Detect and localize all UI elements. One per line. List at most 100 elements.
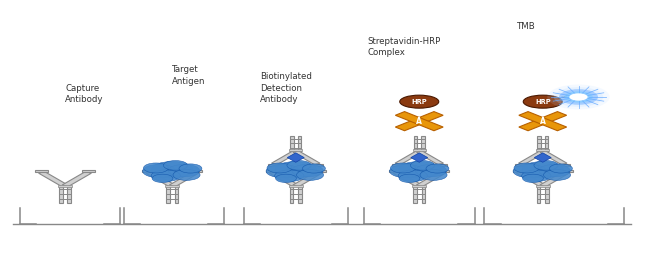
Polygon shape — [393, 172, 422, 187]
Polygon shape — [516, 172, 546, 187]
Text: A: A — [540, 117, 546, 126]
Bar — [413, 186, 417, 203]
Bar — [290, 186, 293, 203]
Circle shape — [543, 170, 571, 180]
Circle shape — [302, 164, 326, 173]
Circle shape — [559, 89, 598, 105]
Polygon shape — [62, 172, 92, 187]
Circle shape — [426, 164, 449, 173]
Circle shape — [539, 164, 570, 177]
Polygon shape — [560, 170, 573, 172]
Circle shape — [523, 174, 543, 183]
Polygon shape — [534, 153, 551, 162]
Polygon shape — [292, 172, 322, 187]
Polygon shape — [411, 153, 428, 162]
Circle shape — [168, 164, 200, 177]
Polygon shape — [540, 151, 567, 165]
Polygon shape — [287, 153, 304, 162]
Bar — [298, 136, 302, 152]
Circle shape — [163, 160, 188, 170]
Bar — [421, 186, 425, 203]
Circle shape — [415, 164, 447, 177]
Polygon shape — [35, 170, 48, 172]
Polygon shape — [395, 151, 422, 165]
Bar — [165, 185, 179, 187]
Circle shape — [514, 163, 539, 173]
Circle shape — [398, 161, 440, 178]
Polygon shape — [515, 164, 527, 166]
Polygon shape — [416, 172, 446, 187]
Circle shape — [420, 170, 447, 180]
Bar — [413, 185, 426, 187]
Bar — [289, 185, 303, 187]
Circle shape — [151, 170, 180, 181]
Text: HRP: HRP — [411, 99, 427, 105]
Polygon shape — [146, 172, 176, 187]
Polygon shape — [272, 151, 298, 165]
Polygon shape — [82, 170, 95, 172]
Bar — [298, 186, 302, 203]
Circle shape — [179, 164, 202, 173]
Text: A: A — [416, 117, 422, 126]
Text: Target
Antigen: Target Antigen — [172, 65, 206, 86]
Bar — [290, 136, 294, 152]
Bar — [68, 186, 72, 203]
Bar — [166, 186, 170, 203]
Circle shape — [292, 164, 323, 177]
Polygon shape — [417, 151, 443, 165]
Polygon shape — [38, 172, 68, 187]
Polygon shape — [268, 164, 280, 166]
Circle shape — [142, 164, 176, 178]
Polygon shape — [519, 112, 567, 131]
Polygon shape — [169, 172, 199, 187]
Text: Capture
Antibody: Capture Antibody — [65, 83, 103, 104]
Circle shape — [152, 174, 173, 183]
Bar — [289, 149, 302, 151]
Bar — [174, 186, 178, 203]
Ellipse shape — [400, 95, 439, 108]
Bar — [537, 186, 541, 203]
Bar — [413, 136, 417, 152]
Text: TMB: TMB — [517, 22, 536, 31]
Circle shape — [266, 164, 300, 178]
Bar — [413, 149, 426, 151]
Circle shape — [534, 160, 558, 170]
Circle shape — [173, 170, 200, 180]
Circle shape — [276, 174, 296, 183]
Circle shape — [549, 164, 573, 173]
Circle shape — [410, 160, 435, 170]
Circle shape — [399, 174, 420, 183]
Bar — [536, 149, 549, 151]
Polygon shape — [513, 170, 526, 172]
Bar — [58, 185, 72, 187]
Circle shape — [391, 163, 415, 173]
Bar — [537, 136, 541, 152]
Circle shape — [389, 164, 423, 178]
Polygon shape — [189, 170, 202, 172]
Circle shape — [513, 164, 547, 178]
Circle shape — [267, 163, 292, 173]
Circle shape — [275, 161, 317, 178]
Circle shape — [569, 93, 588, 101]
Bar — [58, 186, 62, 203]
Circle shape — [547, 84, 610, 109]
Polygon shape — [293, 151, 320, 165]
Ellipse shape — [523, 95, 562, 108]
Circle shape — [144, 163, 168, 173]
Circle shape — [522, 170, 551, 181]
Polygon shape — [519, 151, 545, 165]
Polygon shape — [311, 164, 323, 166]
Text: HRP: HRP — [535, 99, 551, 105]
Polygon shape — [435, 164, 447, 166]
Text: Biotinylated
Detection
Antibody: Biotinylated Detection Antibody — [260, 72, 312, 104]
Polygon shape — [540, 172, 569, 187]
Circle shape — [564, 91, 593, 103]
Circle shape — [287, 160, 311, 170]
Polygon shape — [395, 112, 443, 131]
Bar — [536, 185, 549, 187]
Bar — [421, 136, 425, 152]
Polygon shape — [266, 170, 279, 172]
Text: Streptavidin-HRP
Complex: Streptavidin-HRP Complex — [367, 37, 441, 57]
Circle shape — [398, 170, 427, 181]
Circle shape — [522, 161, 564, 178]
